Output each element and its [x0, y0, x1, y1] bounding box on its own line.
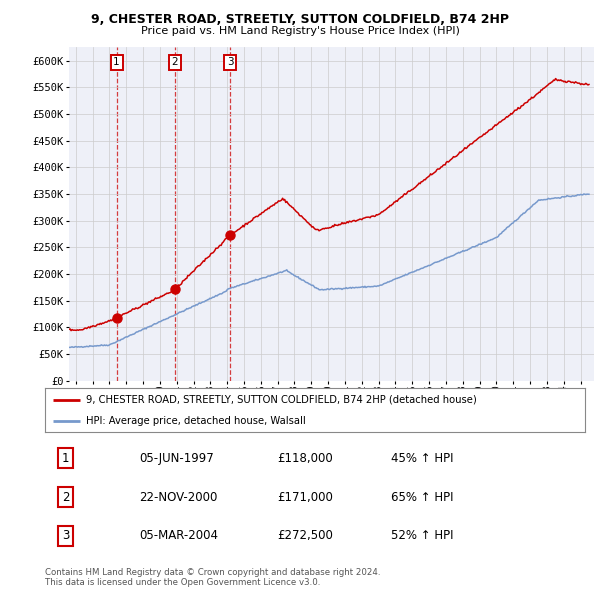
Text: 1: 1: [62, 452, 69, 465]
Text: £171,000: £171,000: [277, 490, 333, 504]
Text: 05-MAR-2004: 05-MAR-2004: [139, 529, 218, 542]
Text: 22-NOV-2000: 22-NOV-2000: [139, 490, 218, 504]
Text: Contains HM Land Registry data © Crown copyright and database right 2024.: Contains HM Land Registry data © Crown c…: [45, 568, 380, 576]
Text: 2: 2: [172, 57, 178, 67]
Text: 65% ↑ HPI: 65% ↑ HPI: [391, 490, 453, 504]
Text: 45% ↑ HPI: 45% ↑ HPI: [391, 452, 453, 465]
Text: HPI: Average price, detached house, Walsall: HPI: Average price, detached house, Wals…: [86, 416, 305, 426]
Text: 9, CHESTER ROAD, STREETLY, SUTTON COLDFIELD, B74 2HP: 9, CHESTER ROAD, STREETLY, SUTTON COLDFI…: [91, 13, 509, 26]
Text: 3: 3: [227, 57, 233, 67]
Text: This data is licensed under the Open Government Licence v3.0.: This data is licensed under the Open Gov…: [45, 578, 320, 587]
Text: 05-JUN-1997: 05-JUN-1997: [139, 452, 214, 465]
Text: Price paid vs. HM Land Registry's House Price Index (HPI): Price paid vs. HM Land Registry's House …: [140, 26, 460, 35]
Text: 1: 1: [113, 57, 120, 67]
Text: 3: 3: [62, 529, 69, 542]
Text: 9, CHESTER ROAD, STREETLY, SUTTON COLDFIELD, B74 2HP (detached house): 9, CHESTER ROAD, STREETLY, SUTTON COLDFI…: [86, 395, 476, 405]
Text: 2: 2: [62, 490, 69, 504]
Text: £272,500: £272,500: [277, 529, 333, 542]
Text: 52% ↑ HPI: 52% ↑ HPI: [391, 529, 453, 542]
Text: £118,000: £118,000: [277, 452, 333, 465]
